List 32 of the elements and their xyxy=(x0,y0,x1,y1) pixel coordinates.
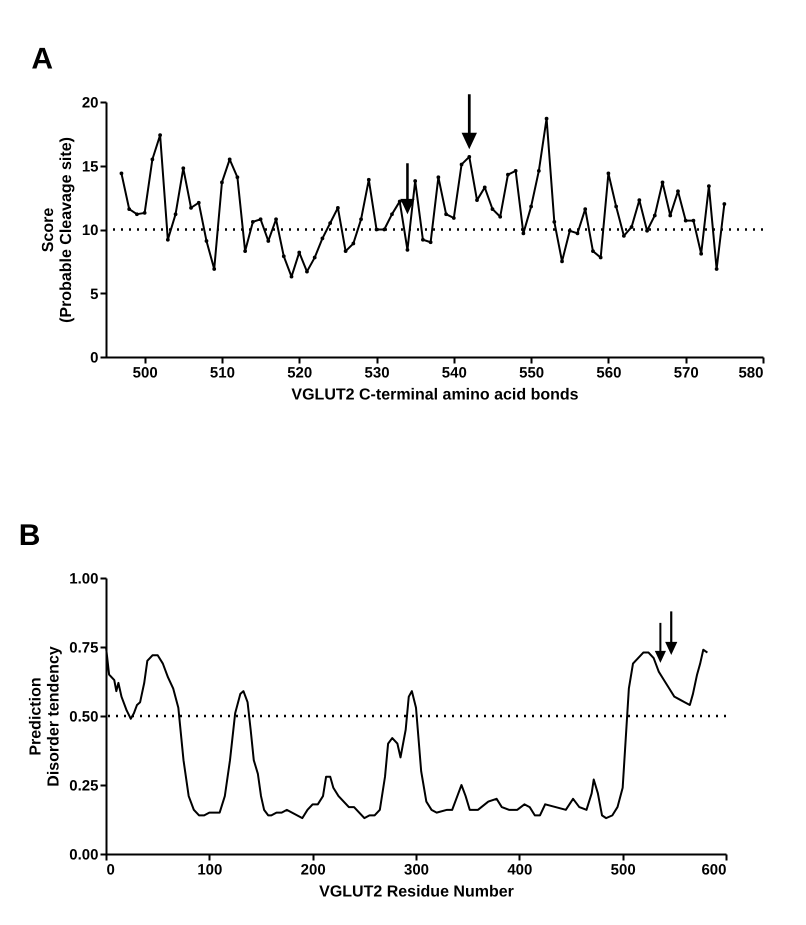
x-tick-label: 100 xyxy=(197,862,222,878)
x-tick-label: 500 xyxy=(132,364,158,382)
x-axis-title: VGLUT2 Residue Number xyxy=(319,884,514,900)
y-tick-label: 5 xyxy=(90,286,98,303)
x-tick-label: 550 xyxy=(519,364,544,382)
x-axis-title: VGLUT2 C-terminal amino acid bonds xyxy=(291,386,579,404)
y-tick-label: 0.75 xyxy=(69,640,98,656)
x-tick-label: 510 xyxy=(210,364,235,382)
x-tick-label: 0 xyxy=(106,862,115,878)
y-tick-label: 15 xyxy=(82,158,98,176)
chart-title: A xyxy=(31,42,53,76)
y-axis-title: Score (Probable Cleavage site) xyxy=(40,137,75,323)
y-tick-label: 0.25 xyxy=(69,778,98,794)
x-tick-label: 580 xyxy=(738,364,764,382)
x-tick-label: 600 xyxy=(701,862,726,878)
y-tick-label: 0 xyxy=(90,350,98,366)
y-axis-title: Prediction Disorder tendency xyxy=(27,646,62,787)
x-tick-label: 530 xyxy=(364,364,390,382)
y-tick-label: 10 xyxy=(82,222,98,239)
chart-title: B xyxy=(18,519,40,552)
y-tick-label: 0.00 xyxy=(69,846,98,864)
y-tick-label: 0.50 xyxy=(69,708,98,726)
x-tick-label: 560 xyxy=(596,364,622,382)
x-tick-label: 300 xyxy=(404,862,430,878)
x-tick-label: 540 xyxy=(442,364,467,382)
x-tick-label: 500 xyxy=(610,862,636,878)
y-tick-label: 1.00 xyxy=(69,570,98,588)
x-tick-label: 520 xyxy=(287,364,312,382)
x-tick-label: 200 xyxy=(300,862,326,878)
x-tick-label: 400 xyxy=(507,862,532,878)
y-tick-label: 20 xyxy=(82,94,98,112)
x-tick-label: 570 xyxy=(674,364,699,382)
